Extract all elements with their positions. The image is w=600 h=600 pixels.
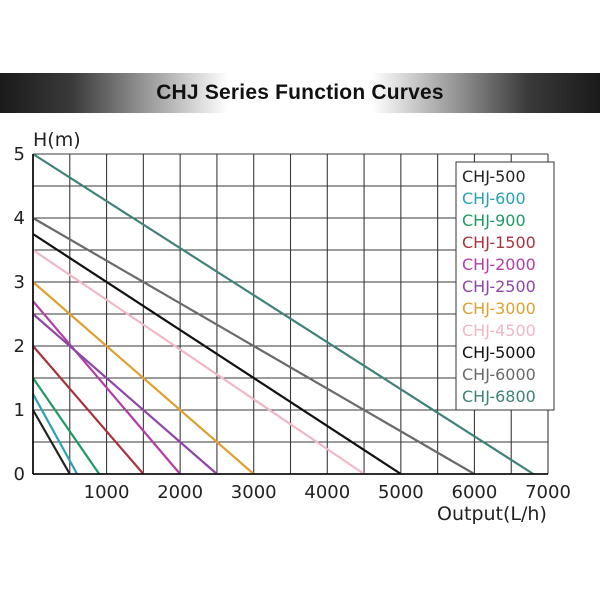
legend: CHJ-500 CHJ-600 CHJ-900 CHJ-1500 CHJ-2000 CHJ… — [455, 161, 555, 411]
curve-chj-900 — [32, 377, 101, 475]
legend-entry: CHJ-4500 — [462, 321, 536, 340]
x-tick-label: 7000 — [525, 482, 571, 503]
curves — [32, 153, 534, 475]
curve-chj-600 — [32, 393, 79, 475]
x-tick-label: 3000 — [231, 482, 277, 503]
legend-box — [455, 161, 555, 411]
tick-labels: 1000 2000 3000 4000 5000 6000 7000 0 1 2 3 4 5 — [14, 144, 571, 503]
x-tick-label: 4000 — [304, 482, 350, 503]
title-banner: CHJ Series Function Curves — [0, 73, 600, 113]
x-axis-label: Output(L/h) — [437, 503, 547, 525]
x-tick-label: 6000 — [452, 482, 498, 503]
y-axis-label: H(m) — [33, 129, 81, 151]
legend-entry: CHJ-5000 — [462, 343, 536, 362]
y-tick-label: 3 — [14, 272, 25, 293]
legend-entry: CHJ-1500 — [462, 233, 536, 252]
curve-chj-6800 — [32, 153, 534, 475]
chart-title: CHJ Series Function Curves — [156, 81, 444, 104]
curve-chj-6000 — [32, 217, 475, 475]
legend-entry: CHJ-500 — [462, 167, 526, 186]
legend-entry: CHJ-900 — [462, 211, 526, 230]
legend-entry: CHJ-2500 — [462, 277, 536, 296]
curve-chj-2500 — [32, 313, 218, 475]
legend-entry: CHJ-600 — [462, 189, 526, 208]
curve-chj-4500 — [32, 249, 365, 475]
x-tick-label: 5000 — [378, 482, 424, 503]
legend-entry: CHJ-6800 — [462, 387, 536, 406]
y-tick-label: 2 — [14, 336, 25, 357]
curve-chj-5000 — [32, 233, 402, 475]
legend-entry: CHJ-2000 — [462, 255, 536, 274]
curve-chj-2000 — [32, 300, 181, 475]
legend-entry: CHJ-3000 — [462, 299, 536, 318]
legend-entry: CHJ-6000 — [462, 365, 536, 384]
x-tick-label: 2000 — [157, 482, 203, 503]
y-tick-label: 4 — [14, 208, 25, 229]
y-tick-label: 0 — [14, 464, 25, 485]
y-tick-label: 5 — [14, 144, 25, 165]
curve-chj-500 — [32, 409, 71, 475]
y-tick-label: 1 — [14, 400, 25, 421]
curve-chj-3000 — [32, 281, 255, 475]
axes — [32, 154, 548, 475]
x-tick-label: 1000 — [84, 482, 130, 503]
curve-chj-1500 — [32, 345, 145, 475]
